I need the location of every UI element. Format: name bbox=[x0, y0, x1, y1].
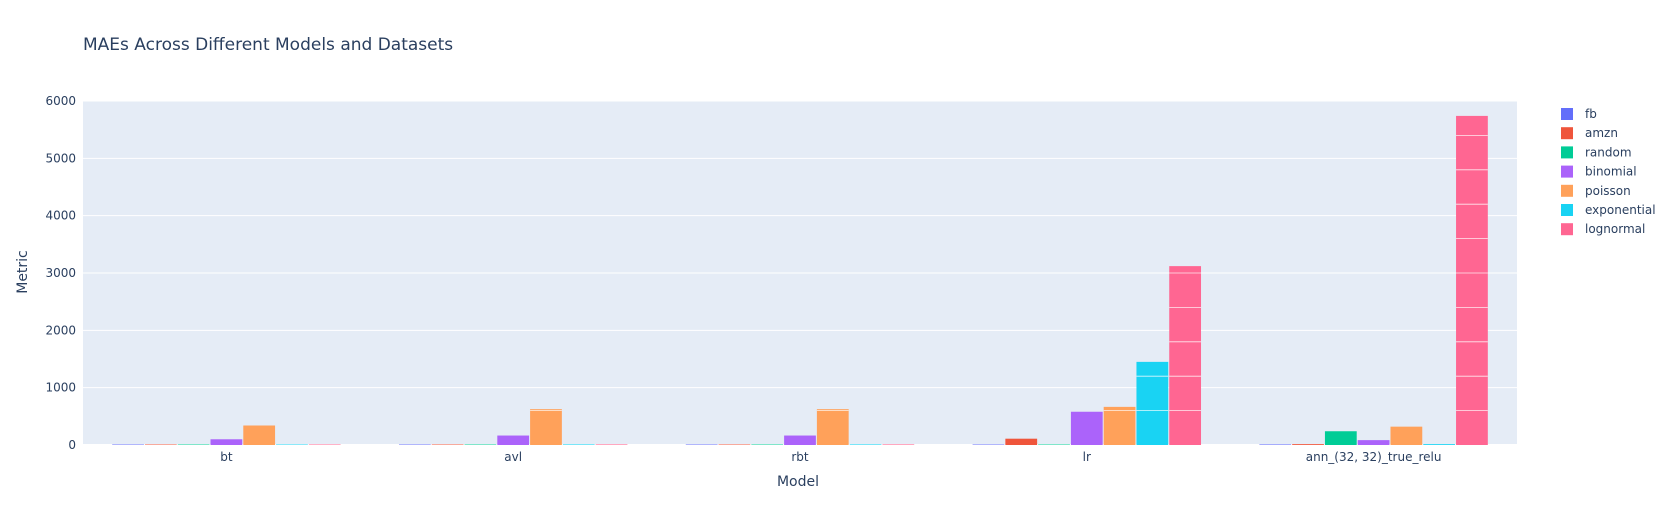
bar-exponential bbox=[849, 444, 882, 445]
y-axis-ticks: 0 1000 2000 3000 4000 5000 6000 bbox=[45, 94, 76, 452]
bar-lognormal bbox=[1169, 266, 1202, 445]
bar-exponential bbox=[1423, 444, 1456, 445]
legend[interactable]: fb amzn random binomial poisson exponential lo… bbox=[1561, 107, 1656, 236]
y-tick-label: 3000 bbox=[45, 266, 76, 280]
legend-swatch-poisson bbox=[1561, 184, 1573, 197]
bar-lognormal bbox=[1456, 115, 1488, 445]
bar-poisson bbox=[816, 409, 849, 445]
legend-label-fb: fb bbox=[1585, 107, 1597, 121]
bar-random bbox=[464, 444, 497, 445]
y-tick-label: 2000 bbox=[45, 323, 76, 337]
y-tick-label: 4000 bbox=[45, 209, 76, 223]
bar-random bbox=[177, 444, 210, 445]
legend-swatch-random bbox=[1561, 146, 1573, 159]
bar-lognormal bbox=[308, 444, 341, 445]
bar-poisson bbox=[530, 409, 562, 445]
bar-amzn bbox=[1005, 438, 1038, 445]
bar-fb bbox=[1259, 444, 1292, 445]
x-tick-label: rbt bbox=[791, 450, 809, 464]
bar-amzn bbox=[431, 444, 464, 445]
bar-fb bbox=[972, 444, 1005, 445]
bar-amzn bbox=[1292, 444, 1324, 445]
legend-swatch-exponential bbox=[1561, 204, 1573, 216]
bar-binomial bbox=[497, 435, 530, 445]
legend-label-amzn: amzn bbox=[1585, 126, 1618, 140]
x-axis-ticks: bt avl rbt lr ann_(32, 32)_true_relu bbox=[220, 450, 1441, 464]
x-axis-title: Model bbox=[777, 474, 819, 490]
bar-poisson bbox=[243, 425, 276, 445]
legend-label-poisson: poisson bbox=[1585, 184, 1631, 198]
legend-swatch-amzn bbox=[1561, 127, 1573, 140]
bar-exponential bbox=[1136, 361, 1169, 445]
bar-binomial bbox=[784, 435, 816, 445]
bar-binomial bbox=[1357, 440, 1390, 445]
bar-binomial bbox=[1070, 411, 1103, 445]
x-tick-label: lr bbox=[1083, 450, 1091, 464]
bar-exponential bbox=[276, 444, 308, 445]
bars bbox=[112, 115, 1488, 445]
bar-lognormal bbox=[882, 444, 915, 445]
x-tick-label: ann_(32, 32)_true_relu bbox=[1306, 450, 1442, 464]
bar-amzn bbox=[144, 444, 177, 445]
bar-random bbox=[1038, 444, 1070, 445]
x-tick-label: bt bbox=[220, 450, 233, 464]
bar-fb bbox=[685, 444, 718, 445]
bar-amzn bbox=[718, 444, 751, 445]
bar-poisson bbox=[1103, 406, 1136, 445]
y-tick-label: 6000 bbox=[45, 94, 76, 108]
y-tick-label: 1000 bbox=[45, 381, 76, 395]
bar-fb bbox=[398, 444, 431, 445]
bar-binomial bbox=[210, 439, 243, 445]
y-tick-label: 0 bbox=[68, 438, 76, 452]
legend-swatch-fb bbox=[1561, 108, 1573, 120]
bar-lognormal bbox=[595, 444, 628, 445]
legend-label-exponential: exponential bbox=[1585, 203, 1656, 217]
bar-random bbox=[751, 444, 784, 445]
bar-poisson bbox=[1390, 426, 1423, 445]
legend-swatch-lognormal bbox=[1561, 223, 1573, 236]
y-axis-title: Metric bbox=[15, 250, 31, 294]
legend-label-binomial: binomial bbox=[1585, 165, 1637, 179]
x-tick-label: avl bbox=[504, 450, 522, 464]
bar-random bbox=[1324, 431, 1357, 445]
chart-title: MAEs Across Different Models and Dataset… bbox=[83, 35, 453, 55]
bar-fb bbox=[112, 444, 144, 445]
legend-label-random: random bbox=[1585, 145, 1632, 159]
legend-swatch-binomial bbox=[1561, 165, 1573, 178]
bar-exponential bbox=[562, 444, 595, 445]
legend-label-lognormal: lognormal bbox=[1585, 222, 1645, 236]
y-tick-label: 5000 bbox=[45, 151, 76, 165]
